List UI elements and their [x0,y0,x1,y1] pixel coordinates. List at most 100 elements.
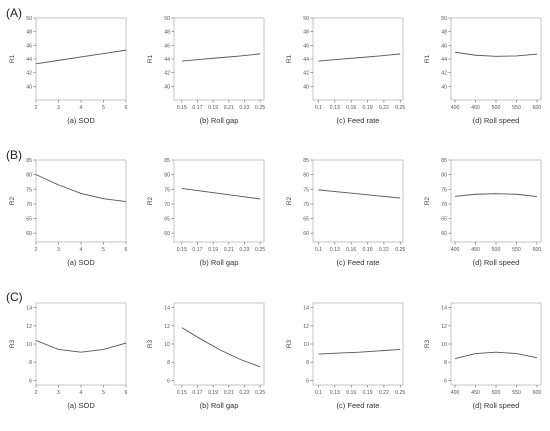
plot-frame [312,302,404,386]
y-tick-label: 10 [26,342,32,348]
x-tick-label: 400 [451,105,460,111]
chart-panel: 60 65 70 75 80 85 400 450 500 550 600 R2 (d) Roll sp… [424,158,542,267]
y-tick-label: 48 [303,30,309,36]
y-tick-label: 12 [441,324,447,330]
x-tick-label: 450 [471,247,480,253]
x-tick-label: 0.13 [330,247,340,253]
y-tick-label: 46 [303,43,309,49]
x-tick-label: 0.16 [346,105,356,111]
y-tick-label: 8 [167,360,170,366]
y-tick-label: 80 [441,173,447,179]
x-tick-label: 0.13 [330,105,340,111]
x-tick-label: 5 [102,247,105,253]
x-tick-label: 3 [57,390,60,396]
y-axis-label: R1 [147,54,154,63]
x-tick-label: 3 [57,247,60,253]
x-tick-label: 4 [80,105,83,111]
series-line [318,189,401,199]
y-tick-label: 60 [26,231,32,237]
x-axis-label: (c) Feed rate [337,116,380,125]
y-tick-label: 8 [444,360,447,366]
row-label-b: (B) [6,148,22,162]
plot-frame [450,159,542,243]
x-tick-label: 0.16 [346,247,356,253]
x-tick-label: 450 [471,390,480,396]
series-line [181,327,261,368]
row-label-c: (C) [6,290,23,304]
x-axis-label: (b) Roll gap [200,258,239,267]
x-tick-label: 3 [57,105,60,111]
y-tick-label: 40 [303,84,309,90]
y-tick-label: 70 [26,202,32,208]
x-tick-label: 0.19 [208,247,218,253]
x-axis-label: (d) Roll speed [473,258,520,267]
y-tick-label: 14 [164,306,170,312]
y-axis-label: R3 [424,339,431,348]
y-tick-label: 50 [303,16,309,22]
chart-panel: 6 8 10 12 14 0.1 0.13 0.16 0.19 0.22 0.25 R3 (c) Fee… [286,302,405,410]
chart-panel: 6 8 10 12 14 2 3 4 5 6 R3 (a) SOD [9,302,128,410]
x-tick-label: 500 [492,390,501,396]
x-tick-label: 550 [512,390,521,396]
x-tick-label: 0.13 [330,390,340,396]
x-tick-label: 500 [492,105,501,111]
y-tick-label: 8 [29,360,32,366]
y-tick-label: 65 [303,217,309,223]
plot-frame [35,17,127,101]
x-axis-label: (b) Roll gap [200,116,239,125]
x-tick-label: 0.16 [346,390,356,396]
chart-panel: 6 8 10 12 14 400 450 500 550 600 R3 (d) Roll speed [424,302,542,410]
y-tick-label: 6 [444,378,447,384]
x-tick-label: 6 [125,247,128,253]
plot-frame [173,159,265,243]
y-tick-label: 65 [441,217,447,223]
x-axis-label: (c) Feed rate [337,258,380,267]
x-tick-label: 500 [492,247,501,253]
y-tick-label: 40 [164,84,170,90]
series-line [35,49,127,65]
y-tick-label: 10 [441,342,447,348]
x-tick-label: 600 [533,390,542,396]
x-tick-label: 0.17 [192,247,202,253]
x-axis-label: (a) SOD [67,258,95,267]
y-tick-label: 12 [303,324,309,330]
y-tick-label: 75 [26,187,32,193]
y-tick-label: 48 [441,30,447,36]
x-tick-label: 0.1 [315,247,322,253]
x-tick-label: 0.15 [177,247,187,253]
y-tick-label: 6 [167,378,170,384]
y-tick-label: 40 [441,84,447,90]
chart-panel: 60 65 70 75 80 85 2 3 4 5 6 R2 (a) SOD [9,158,128,267]
x-tick-label: 0.21 [224,247,234,253]
y-tick-label: 14 [26,306,32,312]
x-tick-label: 400 [451,390,460,396]
x-tick-label: 550 [512,247,521,253]
y-tick-label: 65 [164,217,170,223]
y-tick-label: 6 [306,378,309,384]
x-axis-label: (c) Feed rate [337,401,380,410]
y-axis-label: R2 [424,196,431,205]
y-tick-label: 42 [164,71,170,77]
x-axis-label: (a) SOD [67,401,95,410]
y-tick-label: 85 [164,158,170,164]
x-tick-label: 0.15 [177,105,187,111]
y-tick-label: 50 [164,16,170,22]
x-tick-label: 0.25 [255,390,265,396]
x-tick-label: 0.19 [208,390,218,396]
x-tick-label: 4 [80,247,83,253]
y-tick-label: 70 [441,202,447,208]
y-tick-label: 42 [303,71,309,77]
x-tick-label: 600 [533,105,542,111]
x-tick-label: 0.19 [362,390,372,396]
x-tick-label: 6 [125,390,128,396]
x-axis-label: (a) SOD [67,116,95,125]
y-tick-label: 75 [164,187,170,193]
series-line [455,51,537,57]
y-tick-label: 75 [441,187,447,193]
x-tick-label: 0.19 [362,247,372,253]
series-line [181,53,261,62]
y-tick-label: 44 [303,57,309,63]
x-tick-label: 5 [102,105,105,111]
series-line [35,339,127,353]
plot-frame [450,302,542,386]
